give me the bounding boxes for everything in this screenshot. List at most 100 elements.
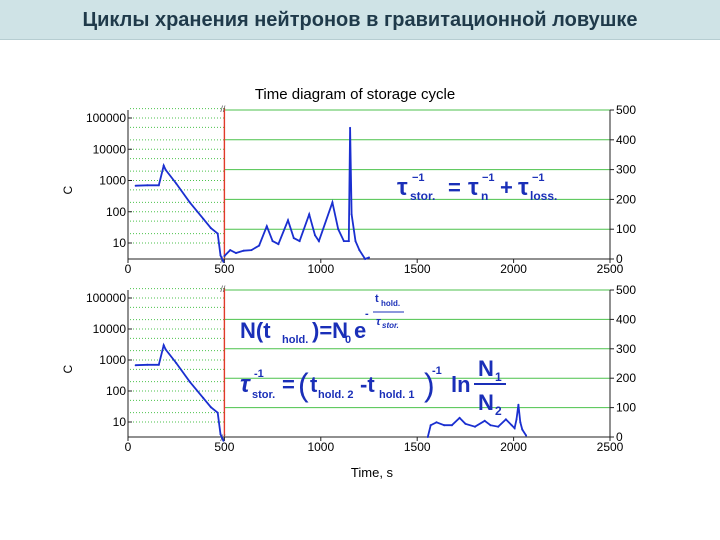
x-tick-label-top-3: 1500 [404,262,431,276]
y-left-axis-label-top: C [61,186,75,195]
point-bottom-0-2 [157,363,160,366]
point-bottom-1-7 [474,425,476,428]
formula-decay-exp-minus: - [365,308,369,320]
formula-top-sup3: −1 [532,172,545,184]
formula-ratio-n1: N [478,356,494,381]
formula-decay-exp-tau: τ [376,316,381,328]
point-top-1-11 [298,240,301,243]
formula-decay-sub-hold: hold. [282,334,308,346]
y-left-tick-bottom-1: 100 [106,384,126,398]
y-left-tick-bottom-0: 10 [113,415,127,429]
point-bottom-0-7 [202,396,205,399]
point-bottom-1-15 [517,403,520,406]
point-top-1-0 [223,255,226,257]
point-top-1-18 [347,240,350,243]
point-top-1-12 [308,213,311,216]
y-left-tick-top-1: 100 [106,205,126,219]
point-top-0-6 [188,201,191,204]
point-bottom-1-6 [464,422,467,425]
x-tick-label-top-0: 0 [125,262,132,276]
y-right-tick-top-0: 0 [616,252,623,266]
series-top-1 [223,127,370,261]
formula-decay-sub-0: 0 [345,334,351,346]
y-right-tick-bottom-5: 500 [616,283,636,297]
point-bottom-0-8 [209,406,212,409]
x-tick-label-bottom-4: 2000 [500,440,527,454]
break-mark-top-bottom: // [220,284,226,294]
point-top-1-15 [331,201,334,204]
point-top-0-1 [146,184,149,187]
formula-top-tau3: τ [518,174,529,201]
y-left-tick-bottom-4: 100000 [86,291,126,305]
point-bottom-1-2 [435,421,438,424]
point-top-1-10 [292,237,295,240]
formula-top-sub3: loss. [530,189,557,203]
point-bottom-0-3 [162,344,165,347]
formula-decay-lhs-close: )=N [312,318,348,343]
formula-ratio-sub-hold2: hold. 2 [318,389,353,401]
point-top-1-9 [287,219,289,222]
point-bottom-0-4 [164,348,167,351]
point-bottom-1-5 [458,416,461,419]
y-left-tick-top-2: 1000 [99,174,126,188]
point-top-1-17 [342,240,345,243]
formula-ratio-ln: ln [451,372,471,397]
formula-ratio-t1: t [310,372,318,397]
point-bottom-1-0 [426,436,429,438]
series-bottom-0 [135,342,225,442]
chart-panel-top: ////0 500 1000 1500 2000 25001010010001000010… [61,103,636,276]
formula-ratio-paren-r: ) [424,367,435,403]
y-left-axis-label-bottom: C [61,365,75,374]
formula-ratio-paren-l: ( [298,367,309,403]
point-bottom-1-9 [489,424,492,427]
point-bottom-0-5 [175,362,178,364]
formula-ratio-n2: N [478,390,494,415]
y-left-tick-bottom-2: 1000 [99,353,126,367]
point-bottom-0-6 [188,380,191,383]
point-top-1-20 [350,213,353,216]
point-bottom-1-13 [513,427,516,430]
figure-title: Time diagram of storage cycle [255,86,455,103]
formula-top-eq: = [448,175,461,200]
formula-ratio-n2-sub: 2 [495,404,502,418]
y-right-tick-bottom-3: 300 [616,342,636,356]
point-top-1-1 [229,249,232,252]
point-top-0-0 [134,184,137,187]
x-tick-label-top-1: 500 [214,262,234,276]
y-right-tick-bottom-4: 400 [616,312,636,326]
point-bottom-1-4 [450,424,453,427]
x-tick-label-top-5: 2500 [597,262,624,276]
point-top-0-7 [202,217,205,220]
point-bottom-0-9 [216,411,219,414]
point-top-1-3 [242,249,245,252]
point-top-1-5 [258,244,261,247]
point-top-0-10 [219,254,222,257]
y-left-tick-top-0: 10 [113,236,127,250]
point-top-0-8 [209,227,212,230]
formula-ratio-sub-hold1: hold. 1 [379,389,414,401]
point-top-1-6 [265,225,268,228]
point-top-1-14 [317,240,320,243]
formula-decay-e: e [354,318,366,343]
formula-top-sub2: n [481,189,488,203]
point-bottom-1-17 [521,428,524,431]
break-mark-top-top: // [220,104,226,114]
point-top-0-4 [164,168,167,171]
y-right-tick-bottom-1: 100 [616,401,636,415]
formula-top-sup1: −1 [412,172,425,184]
point-bottom-1-10 [497,425,500,428]
point-bottom-1-8 [483,419,486,422]
point-top-1-19 [349,126,352,129]
x-tick-label-bottom-1: 500 [214,440,234,454]
x-tick-label-top-2: 1000 [307,262,334,276]
formula-ratio-n1-sub: 1 [495,370,502,384]
formula-top-plus: + [500,175,513,200]
x-tick-label-bottom-0: 0 [125,440,132,454]
point-top-0-3 [162,164,165,167]
point-top-1-23 [364,258,367,260]
point-bottom-1-16 [519,421,522,424]
point-top-1-13 [314,234,316,237]
point-bottom-0-0 [134,364,137,367]
point-bottom-1-12 [510,424,513,427]
formula-ratio-sub: stor. [252,389,275,401]
